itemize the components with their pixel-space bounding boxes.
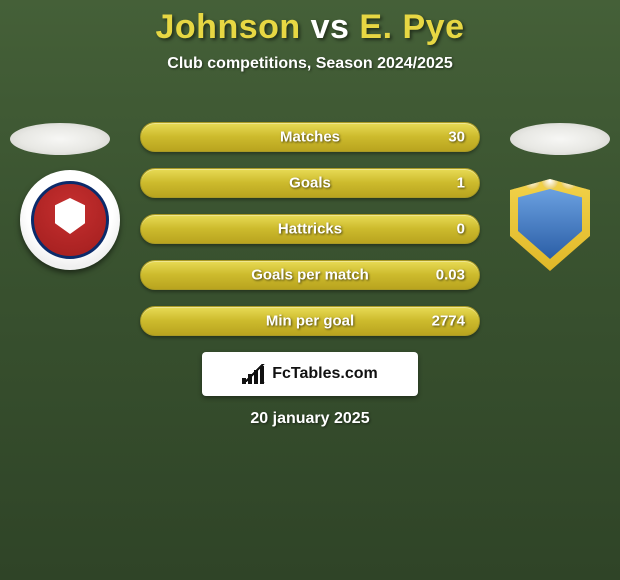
stat-bar: Goals per match 0.03 <box>140 260 480 290</box>
snapshot-date: 20 january 2025 <box>0 410 620 428</box>
player2-head-placeholder <box>510 123 610 155</box>
crest-left-art <box>31 181 109 259</box>
vs-label: vs <box>311 8 350 46</box>
stat-label: Goals per match <box>251 267 369 284</box>
stat-bar: Goals 1 <box>140 168 480 198</box>
page-title: Johnson vs E. Pye <box>0 0 620 47</box>
player1-club-crest <box>20 170 120 270</box>
stat-value: 30 <box>448 129 465 146</box>
subtitle: Club competitions, Season 2024/2025 <box>0 55 620 73</box>
player1-head-placeholder <box>10 123 110 155</box>
crest-right-art <box>510 179 590 271</box>
stat-bar: Matches 30 <box>140 122 480 152</box>
stat-value: 0.03 <box>436 267 465 284</box>
stat-label: Matches <box>280 129 340 146</box>
player2-club-crest <box>500 174 600 276</box>
crest-right-top <box>505 173 595 187</box>
brand-icon <box>242 364 266 384</box>
player2-name: E. Pye <box>359 8 464 46</box>
player1-name: Johnson <box>156 8 301 46</box>
stat-bar: Hattricks 0 <box>140 214 480 244</box>
stat-label: Goals <box>289 175 331 192</box>
brand-text: FcTables.com <box>272 365 378 383</box>
brand-badge: FcTables.com <box>202 352 418 396</box>
comparison-card: Johnson vs E. Pye Club competitions, Sea… <box>0 0 620 580</box>
stat-value: 0 <box>457 221 465 238</box>
stat-bar: Min per goal 2774 <box>140 306 480 336</box>
stat-value: 1 <box>457 175 465 192</box>
stats-bars: Matches 30 Goals 1 Hattricks 0 Goals per… <box>140 122 480 352</box>
stat-label: Min per goal <box>266 313 354 330</box>
stat-label: Hattricks <box>278 221 342 238</box>
stat-value: 2774 <box>432 313 465 330</box>
